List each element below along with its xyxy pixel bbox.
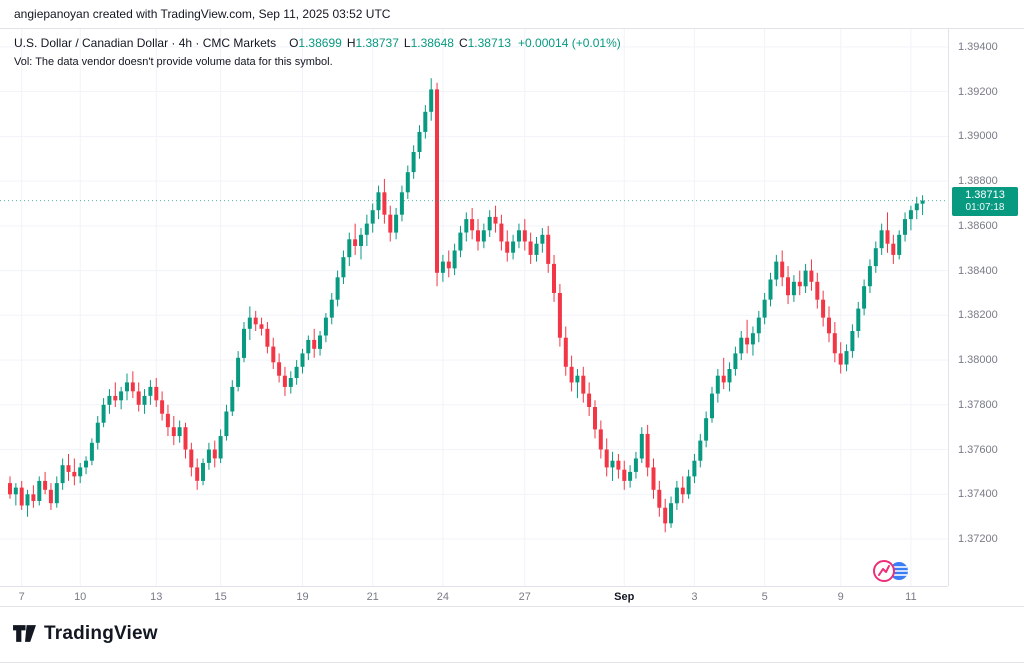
close-label: C [458, 36, 468, 50]
price-axis-label: 1.38400 [958, 264, 998, 277]
time-axis-label: 27 [518, 591, 531, 603]
time-axis-label: 13 [150, 591, 163, 603]
high-value: 1.38737 [355, 36, 399, 50]
price-axis-label: 1.38000 [958, 354, 998, 367]
bar-countdown: 01:07:18 [965, 201, 1005, 213]
volume-note: Vol: The data vendor doesn't provide vol… [14, 56, 333, 68]
open-label: O [289, 36, 299, 50]
price-axis[interactable]: 1.38713 01:07:18 1.39400 1.39200 1.39000 1.… [948, 29, 1024, 586]
time-axis-label: 19 [296, 591, 309, 603]
time-axis-label: 10 [74, 591, 87, 603]
tradingview-brand-text: TradingView [44, 622, 158, 644]
chart-area: U.S. Dollar / Canadian Dollar · 4h · CMC… [0, 28, 1024, 607]
last-price-badge: 1.38713 01:07:18 [952, 186, 1018, 216]
time-axis-label: 7 [18, 591, 25, 603]
tradingview-logo-icon [12, 621, 37, 646]
time-axis-label: 5 [761, 591, 768, 603]
open-value: 1.38699 [298, 36, 342, 50]
attribution-text: angiepanoyan created with TradingView.co… [14, 7, 391, 21]
price-axis-label: 1.39400 [958, 40, 998, 53]
symbol-title[interactable]: U.S. Dollar / Canadian Dollar · 4h · CMC… [14, 36, 277, 50]
time-axis-label: 24 [436, 591, 450, 603]
price-axis-label: 1.39200 [958, 85, 998, 98]
time-axis-label: 21 [366, 591, 379, 603]
chart-legend: U.S. Dollar / Canadian Dollar · 4h · CMC… [14, 35, 621, 71]
candles-svg [0, 29, 948, 586]
sticker-icon [870, 557, 914, 585]
price-axis-label: 1.38200 [958, 309, 998, 322]
time-axis-label: Sep [614, 591, 635, 603]
bottom-divider [0, 662, 1024, 663]
high-label: H [346, 36, 356, 50]
footer-brand-link[interactable]: TradingView [12, 621, 158, 646]
last-price-value: 1.38713 [965, 188, 1005, 201]
price-axis-label: 1.37800 [958, 398, 998, 411]
price-axis-label: 1.37600 [958, 443, 998, 456]
change-value: +0.00014 (+0.01%) [518, 36, 621, 50]
time-axis-label: 15 [214, 591, 227, 603]
price-axis-label: 1.37200 [958, 533, 998, 546]
low-label: L [403, 36, 411, 50]
price-axis-label: 1.39000 [958, 130, 998, 143]
close-value: 1.38713 [467, 36, 512, 50]
time-axis-label: 9 [837, 591, 844, 603]
price-axis-label: 1.37400 [958, 488, 998, 501]
time-axis-label: 3 [691, 591, 698, 603]
ohlc-readout: O1.38699 H1.38737 L1.38648 C1.38713 +0.00014… [284, 36, 621, 50]
time-axis[interactable]: 7 10 13 15 19 21 24 27 Sep 3 5 9 11 [0, 586, 948, 608]
low-value: 1.38648 [410, 36, 454, 50]
price-axis-label: 1.38800 [958, 175, 998, 188]
price-pane[interactable]: U.S. Dollar / Canadian Dollar · 4h · CMC… [0, 29, 948, 586]
time-axis-label: 11 [905, 591, 917, 603]
price-axis-label: 1.38600 [958, 219, 998, 232]
